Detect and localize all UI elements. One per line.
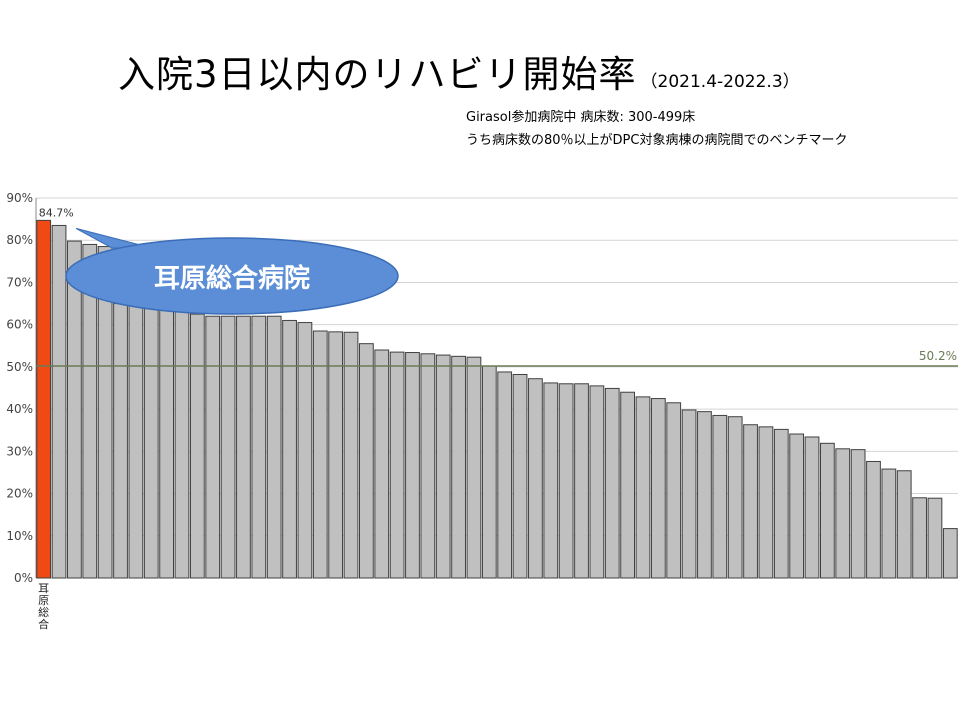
bar <box>312 330 328 579</box>
bar <box>51 224 67 579</box>
bar <box>804 436 820 579</box>
bar <box>328 331 344 579</box>
bar <box>220 315 236 579</box>
bar <box>558 383 574 579</box>
bar <box>466 356 482 579</box>
bar <box>343 331 359 579</box>
bar <box>205 315 221 579</box>
highlight-category-label: 耳原総合 <box>38 582 49 631</box>
bar <box>697 411 712 579</box>
page-title: 入院3日以内のリハビリ開始率 （2021.4-2022.3） <box>118 44 800 98</box>
highlight-value-label: 84.7% <box>39 206 74 219</box>
title-main: 入院3日以内のリハビリ開始率 <box>118 53 637 96</box>
bar <box>497 371 513 579</box>
bar <box>251 315 267 579</box>
bar <box>374 349 390 579</box>
bar <box>174 311 190 579</box>
bar <box>850 449 866 579</box>
bar <box>820 442 835 579</box>
bar <box>389 351 405 579</box>
bar <box>896 470 912 579</box>
y-tick-label: 20% <box>6 487 33 501</box>
bar <box>835 448 851 579</box>
bar <box>681 409 697 579</box>
bar <box>282 319 297 579</box>
grid-layer <box>35 197 958 579</box>
bar <box>758 426 774 579</box>
bar <box>666 402 682 579</box>
bars <box>36 219 958 579</box>
bar <box>128 305 144 579</box>
callout-bubble <box>65 237 399 315</box>
bar <box>866 460 881 579</box>
callout-hospital-name: 耳原総合病院 <box>154 263 310 294</box>
bar <box>143 307 159 579</box>
bar <box>97 246 113 579</box>
y-tick-label: 80% <box>6 233 33 247</box>
bar <box>435 354 451 579</box>
category-char: 総 <box>38 605 49 619</box>
bar <box>881 468 897 579</box>
category-char: 合 <box>38 617 49 631</box>
category-char: 原 <box>38 594 49 607</box>
bar <box>266 315 282 579</box>
bar <box>481 365 497 579</box>
bar <box>113 303 128 579</box>
y-axis-ticks: 0% 10% 20% 30% 40% 50% 60% 70% 80% 90% <box>6 191 33 585</box>
bar <box>589 385 605 579</box>
bar <box>743 424 758 579</box>
benchmark-note-line2: うち病床数の80％以上がDPC対象病棟の病院間でのベンチマーク <box>466 133 848 148</box>
bar <box>650 398 666 579</box>
title-period: （2021.4-2022.3） <box>640 72 800 92</box>
bar <box>620 391 636 579</box>
bar <box>189 313 205 579</box>
bar <box>512 373 528 579</box>
bar <box>420 353 436 579</box>
benchmark-note-line1: Girasol参加病院中 病床数: 300-499床 <box>466 110 696 125</box>
y-tick-label: 70% <box>6 275 33 289</box>
bar <box>927 497 943 579</box>
y-tick-label: 60% <box>6 318 33 332</box>
bar <box>297 322 313 579</box>
bar <box>789 433 805 579</box>
category-char: 耳 <box>38 582 49 595</box>
bar <box>912 497 927 579</box>
y-tick-label: 50% <box>6 360 33 374</box>
y-tick-label: 90% <box>6 191 33 205</box>
bar <box>82 243 98 579</box>
callout: 耳原総合病院 <box>65 227 399 315</box>
bar <box>773 428 789 579</box>
bar <box>528 378 543 579</box>
bar <box>635 396 651 579</box>
benchmark-layer: 50.2% <box>36 349 958 367</box>
y-tick-label: 40% <box>6 402 33 416</box>
bar <box>942 528 958 579</box>
y-tick-label: 10% <box>6 529 33 543</box>
benchmark-label: 50.2% <box>919 349 957 363</box>
bar <box>574 383 589 579</box>
bar <box>451 355 466 579</box>
bar <box>712 414 728 579</box>
bar <box>405 352 420 579</box>
y-tick-label: 0% <box>14 571 33 585</box>
bar <box>727 416 743 579</box>
bar <box>236 315 251 579</box>
bar <box>359 343 374 579</box>
bar <box>67 240 82 579</box>
bar <box>543 382 559 579</box>
bar-highlight <box>36 219 52 579</box>
bar <box>604 387 620 579</box>
y-tick-label: 30% <box>6 444 33 458</box>
bar <box>159 309 175 579</box>
